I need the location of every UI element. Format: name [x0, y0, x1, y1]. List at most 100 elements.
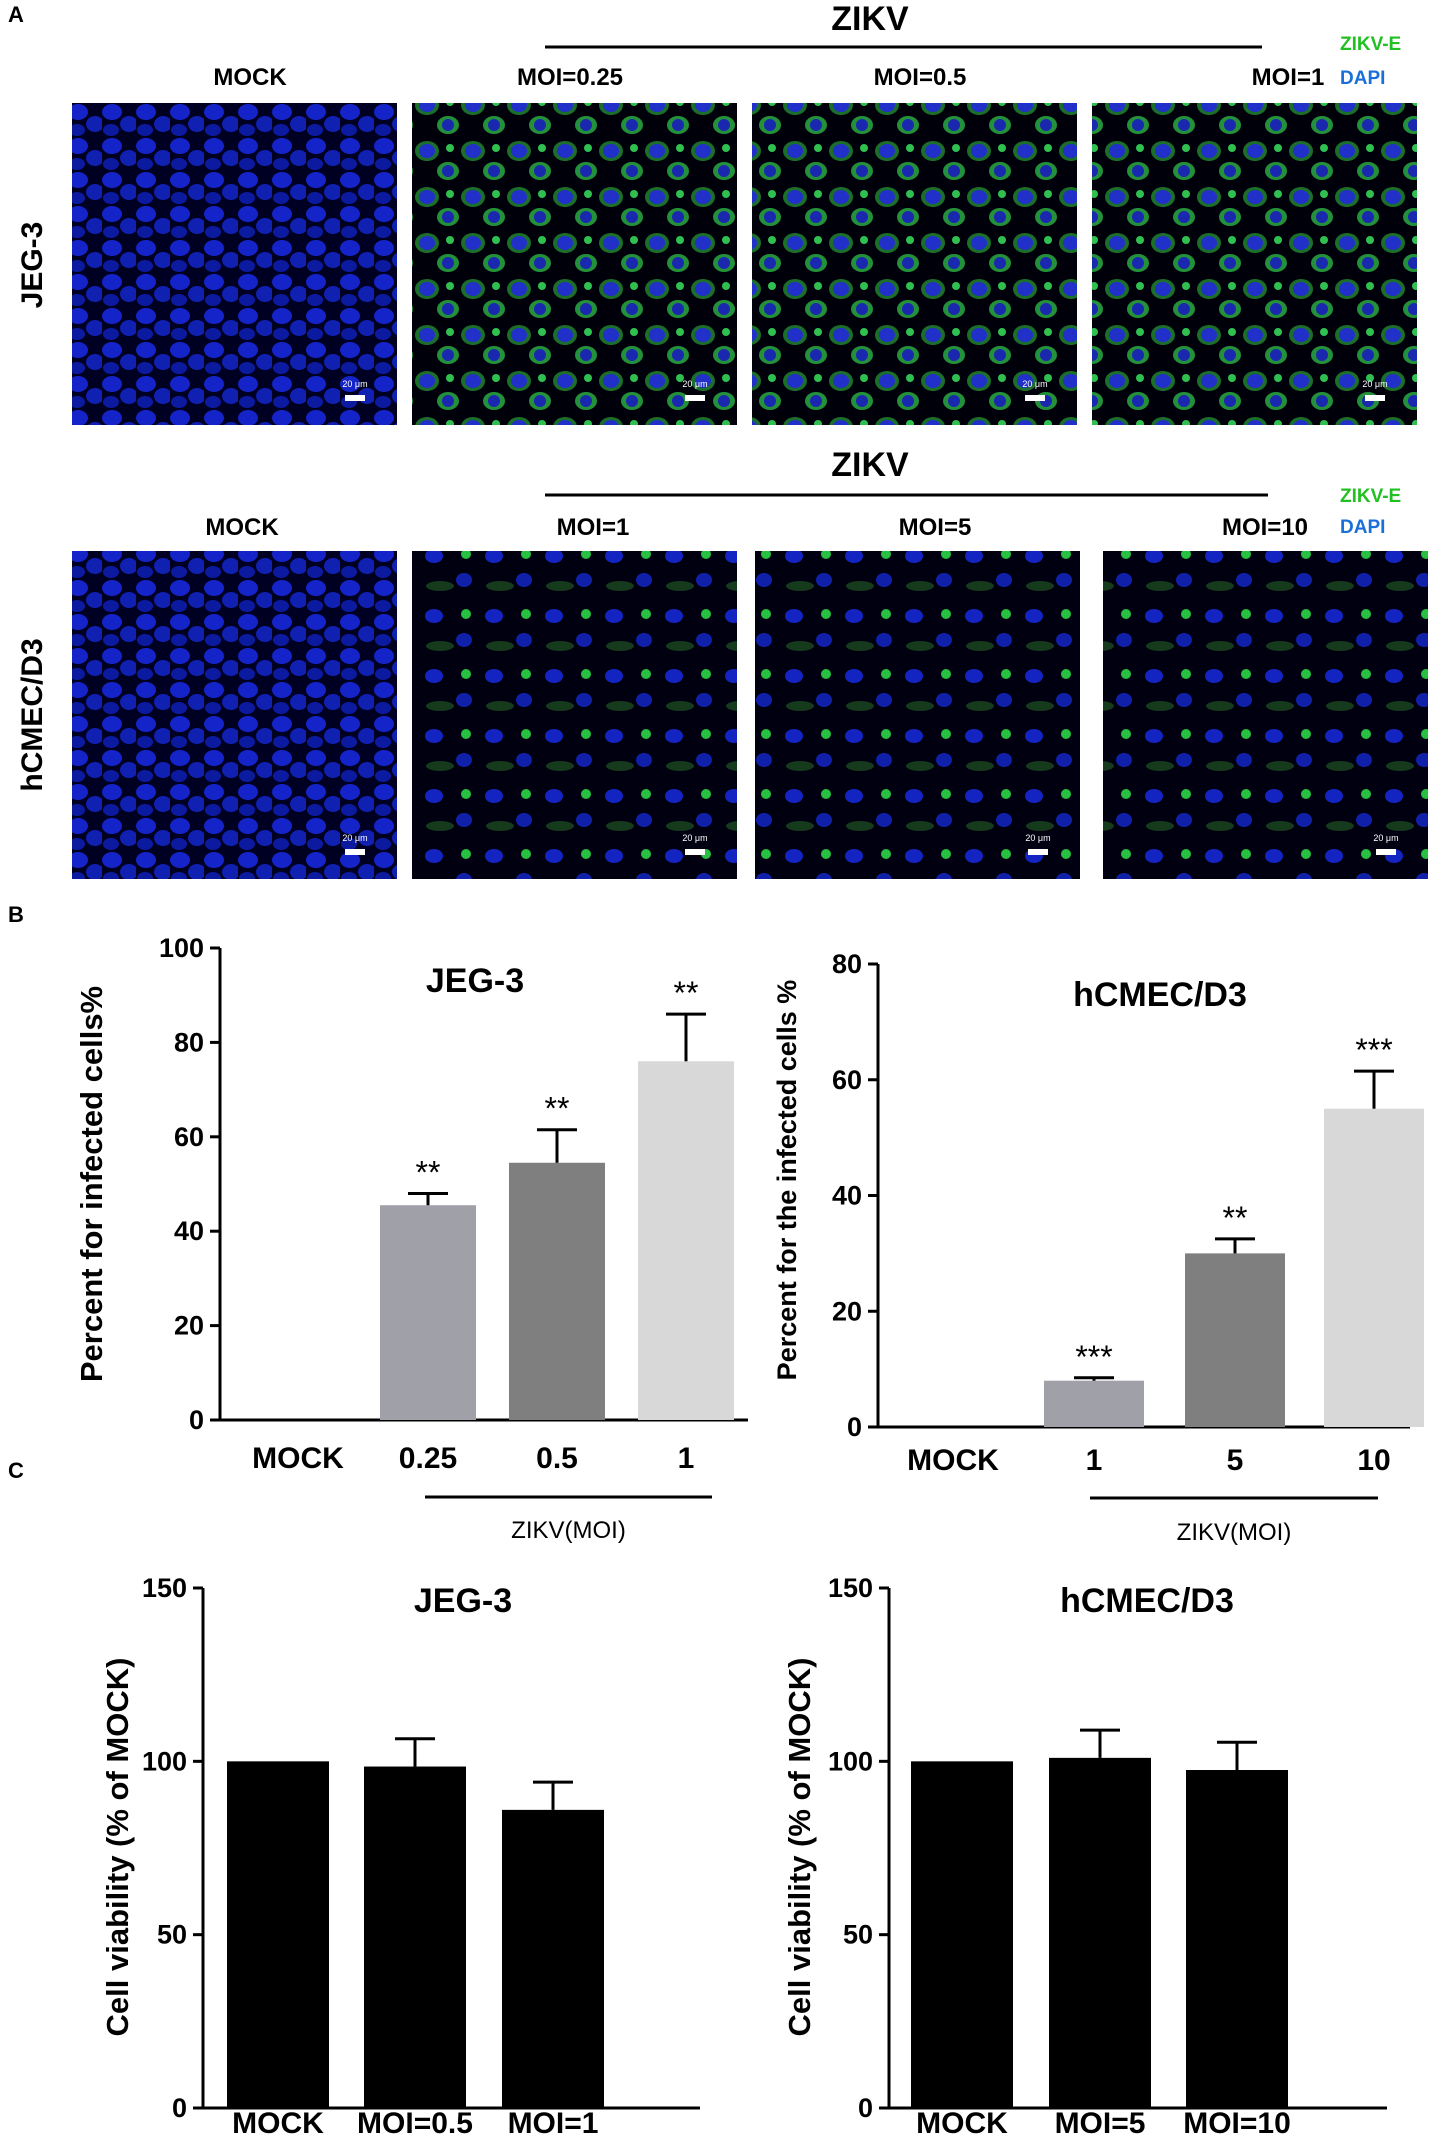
- bar: [911, 1761, 1013, 2108]
- stain-legend-label: ZIKV-E: [1340, 34, 1401, 55]
- virus-header: ZIKV: [831, 0, 909, 38]
- bar: [1324, 1108, 1424, 1427]
- y-tick-label: 20: [832, 1296, 862, 1326]
- scale-bar: [1025, 395, 1045, 401]
- micrograph-image: [1103, 551, 1428, 879]
- scale-bar-label: 20 μm: [1373, 833, 1398, 843]
- x-axis-label: ZIKV(MOI): [511, 1517, 626, 1544]
- y-axis-label: Cell viability (% of MOCK): [100, 1658, 135, 2037]
- y-tick-label: 80: [174, 1027, 204, 1057]
- stain-legend-label: DAPI: [1340, 68, 1385, 89]
- scale-bar-label: 20 μm: [682, 379, 707, 389]
- y-tick-label: 40: [174, 1216, 204, 1246]
- scale-bar: [1028, 849, 1048, 855]
- x-tick-label: MOCK: [232, 2107, 324, 2138]
- x-tick-label: 0.5: [536, 1442, 578, 1475]
- significance-label: **: [674, 975, 699, 1011]
- x-tick-label: 10: [1357, 1444, 1390, 1477]
- bar: [502, 1809, 604, 2108]
- panel-letter-b: B: [8, 902, 24, 927]
- panel-letter-c: C: [8, 1458, 24, 1483]
- micrograph-image: [752, 103, 1077, 425]
- chart-title: hCMEC/D3: [1073, 976, 1247, 1014]
- bar: [638, 1061, 734, 1420]
- micrograph-column-label: MOI=5: [899, 514, 972, 541]
- significance-label: ***: [1355, 1032, 1392, 1068]
- bar: [1186, 1770, 1288, 2108]
- micrograph-row-label: hCMEC/D3: [16, 638, 49, 791]
- bar: [380, 1205, 476, 1420]
- micrograph-column-label: MOI=0.5: [874, 64, 967, 91]
- x-tick-label: MOCK: [916, 2107, 1008, 2138]
- chart-title: hCMEC/D3: [1060, 1582, 1234, 1620]
- micrograph-column-label: MOI=10: [1222, 514, 1308, 541]
- y-tick-label: 60: [174, 1122, 204, 1152]
- x-tick-label: MOCK: [252, 1442, 344, 1475]
- significance-label: **: [1223, 1200, 1248, 1236]
- y-axis-label: Percent for the infected cells %: [772, 980, 802, 1381]
- micrograph-image: [72, 551, 397, 879]
- y-tick-label: 0: [189, 1405, 204, 1435]
- micrograph-column-label: MOI=1: [557, 514, 630, 541]
- scale-bar: [345, 395, 365, 401]
- virus-header: ZIKV: [831, 446, 909, 484]
- scale-bar-label: 20 μm: [342, 833, 367, 843]
- micrograph-image: [1092, 103, 1417, 425]
- y-axis-label: Percent for infected cells%: [74, 986, 109, 1382]
- bar: [1044, 1380, 1144, 1427]
- micrograph-column-label: MOI=1: [1252, 64, 1325, 91]
- micrograph-row-label: JEG-3: [16, 222, 49, 309]
- y-axis-label: Cell viability (% of MOCK): [782, 1658, 817, 2037]
- scale-bar-label: 20 μm: [1025, 833, 1050, 843]
- bar: [227, 1761, 329, 2108]
- bar: [1049, 1757, 1151, 2108]
- panel-letter-a: A: [8, 2, 24, 27]
- micrograph-image: [72, 103, 397, 425]
- bar: [364, 1766, 466, 2108]
- x-tick-label: MOI=0.5: [357, 2107, 473, 2138]
- scale-bar: [1376, 849, 1396, 855]
- micrograph-image: [412, 103, 737, 425]
- x-tick-label: MOI=10: [1183, 2107, 1291, 2138]
- x-tick-label: 1: [678, 1442, 695, 1475]
- micrograph-column-label: MOCK: [205, 514, 279, 541]
- significance-label: **: [545, 1091, 570, 1127]
- y-tick-label: 0: [172, 2093, 187, 2123]
- stain-legend-label: ZIKV-E: [1340, 486, 1401, 507]
- scale-bar: [685, 849, 705, 855]
- scale-bar-label: 20 μm: [1022, 379, 1047, 389]
- x-axis-label: ZIKV(MOI): [1177, 1519, 1292, 1546]
- scale-bar-label: 20 μm: [1362, 379, 1387, 389]
- significance-label: ***: [1075, 1339, 1112, 1375]
- x-tick-label: 1: [1086, 1444, 1103, 1477]
- micrograph-column-label: MOCK: [213, 64, 287, 91]
- y-tick-label: 100: [159, 933, 204, 963]
- y-tick-label: 80: [832, 949, 862, 979]
- scale-bar: [685, 395, 705, 401]
- x-tick-label: 0.25: [399, 1442, 457, 1475]
- micrograph-image: [755, 551, 1080, 879]
- x-tick-label: MOI=5: [1055, 2107, 1146, 2138]
- scale-bar-label: 20 μm: [342, 379, 367, 389]
- x-tick-label: MOCK: [907, 1444, 999, 1477]
- y-tick-label: 60: [832, 1065, 862, 1095]
- y-tick-label: 40: [832, 1181, 862, 1211]
- stain-legend-label: DAPI: [1340, 517, 1385, 538]
- chart-title: JEG-3: [414, 1582, 512, 1620]
- y-tick-label: 150: [828, 1573, 873, 1603]
- y-tick-label: 0: [847, 1412, 862, 1442]
- scale-bar: [345, 849, 365, 855]
- y-tick-label: 50: [843, 1920, 873, 1950]
- x-tick-label: MOI=1: [508, 2107, 599, 2138]
- scale-bar: [1365, 395, 1385, 401]
- bar: [509, 1162, 605, 1420]
- significance-label: **: [416, 1154, 441, 1190]
- y-tick-label: 150: [142, 1573, 187, 1603]
- y-tick-label: 100: [828, 1746, 873, 1776]
- scale-bar-label: 20 μm: [682, 833, 707, 843]
- x-tick-label: 5: [1227, 1444, 1244, 1477]
- micrograph-image: [412, 551, 737, 879]
- y-tick-label: 0: [858, 2093, 873, 2123]
